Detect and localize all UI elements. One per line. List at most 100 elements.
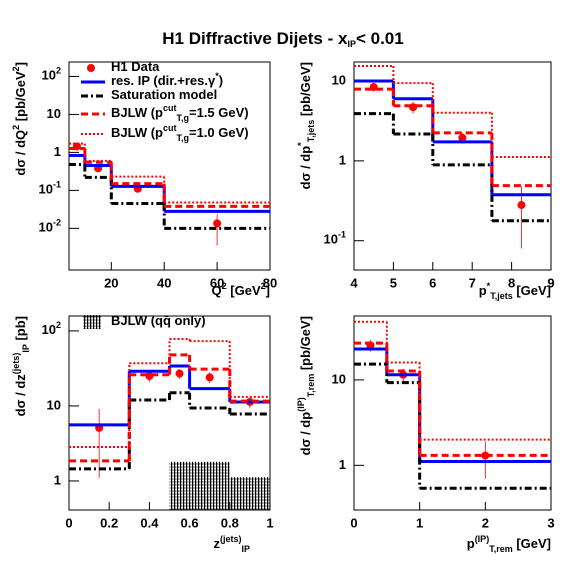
legend-label: res. IP (dir.+res.γ*) xyxy=(111,71,223,88)
text-part: dσ / dQ xyxy=(13,130,28,176)
text-part: [pb/GeV] xyxy=(298,316,313,374)
x-tick-label: 0 xyxy=(350,515,357,530)
text-part: [GeV] xyxy=(513,536,551,551)
legend-label: BJLW (qq̄ only) xyxy=(111,313,206,328)
tick-exponent: -2 xyxy=(53,218,61,228)
x-tick-label: 0.8 xyxy=(221,515,239,530)
data-point xyxy=(205,373,214,382)
text-part: (IP) xyxy=(296,397,306,412)
y-tick-label: 102 xyxy=(42,320,61,337)
text-part: IP xyxy=(241,544,250,554)
plot-frame xyxy=(68,61,271,271)
x-tick-label: 5 xyxy=(390,275,397,290)
tick-base: 10 xyxy=(42,68,56,83)
text-part: =1.5 GeV) xyxy=(189,105,249,120)
text-part: ] xyxy=(13,62,28,66)
tick-base: 10 xyxy=(39,182,53,197)
x-tick-label: 1 xyxy=(416,515,423,530)
text-part: (jets) xyxy=(11,353,21,375)
text-part: p xyxy=(479,283,487,298)
text-part: (IP) xyxy=(475,534,490,544)
x-tick-label: 8 xyxy=(508,275,515,290)
y-axis-label: dσ / dp(IP)T,rem [pb/GeV] xyxy=(296,316,316,455)
tick-exponent: 2 xyxy=(56,66,61,76)
x-tick-label: 0.2 xyxy=(100,515,118,530)
y-tick-label: 10 xyxy=(332,371,346,386)
y-tick-label: 10-1 xyxy=(324,230,346,247)
text-part: cut xyxy=(163,103,177,113)
x-tick-label: 20 xyxy=(104,275,118,290)
text-part: res. IP (dir.+res.γ xyxy=(111,73,216,88)
text-part: =1.0 GeV) xyxy=(189,125,249,140)
x-tick-label: 9 xyxy=(547,275,554,290)
text-part: 2 xyxy=(11,125,21,130)
x-tick-label: 6 xyxy=(429,275,436,290)
x-tick-label: 1 xyxy=(266,515,273,530)
y-axis-label: dσ / dz(jets)IP [pb] xyxy=(11,316,31,416)
y-tick-label: 1 xyxy=(339,457,346,472)
y-tick-label: 102 xyxy=(42,66,61,83)
text-part: [pb] xyxy=(13,316,28,344)
y-tick-label: 1 xyxy=(54,144,61,159)
y-tick-label: 10 xyxy=(47,397,61,412)
text-part: T,g xyxy=(177,113,190,123)
text-part: dσ / dz xyxy=(13,374,28,417)
y-tick-label: 1 xyxy=(339,152,346,167)
text-part: [pb/GeV] xyxy=(298,62,313,120)
data-point xyxy=(175,369,184,378)
plot-frame xyxy=(353,61,552,271)
legend-marker xyxy=(87,64,95,72)
text-part: T,rem xyxy=(306,374,316,398)
text-part: dσ / dp xyxy=(298,146,313,190)
text-part: 2 xyxy=(261,281,266,291)
x-tick-label: 80 xyxy=(263,275,277,290)
hatched-bar xyxy=(229,477,270,510)
y-tick-label: 10-2 xyxy=(39,218,61,235)
text-part: H1 Data xyxy=(111,59,160,74)
y-axis-label: dσ / dQ2 [pb/GeV2] xyxy=(11,62,28,176)
legend-label: Saturation model xyxy=(111,87,217,102)
legend-label: BJLW (pcutT,g=1.0 GeV) xyxy=(111,123,249,143)
text-part: H1 Diffractive Dijets - x xyxy=(162,29,348,48)
x-tick-label: 3 xyxy=(547,515,554,530)
x-tick-label: 0.6 xyxy=(181,515,199,530)
text-part: IP xyxy=(347,39,356,49)
text-part: IP xyxy=(21,344,31,353)
x-tick-label: 0.4 xyxy=(140,515,159,530)
text-part: < 0.01 xyxy=(356,29,404,48)
x-tick-label: 0 xyxy=(65,515,72,530)
text-part: z xyxy=(213,536,220,551)
text-part: p xyxy=(467,536,475,551)
text-part: 2 xyxy=(222,281,227,291)
x-tick-label: 4 xyxy=(350,275,358,290)
text-part: 2 xyxy=(11,66,21,71)
tick-exponent: -1 xyxy=(53,180,61,190)
text-part: T,jets xyxy=(306,120,316,143)
data-point xyxy=(481,451,490,460)
legend-label: BJLW (pcutT,g=1.5 GeV) xyxy=(111,103,249,123)
text-part: ] xyxy=(266,283,270,298)
text-part: cut xyxy=(163,123,177,133)
data-point xyxy=(458,133,467,142)
x-axis-label: z(jets)IP xyxy=(213,534,250,554)
x-axis-label: p(IP)T,rem [GeV] xyxy=(467,534,551,554)
legend-label: H1 Data xyxy=(111,59,160,74)
x-tick-label: 2 xyxy=(482,515,489,530)
text-part: * xyxy=(296,142,306,146)
y-tick-label: 10 xyxy=(47,106,61,121)
tick-exponent: -1 xyxy=(338,230,346,240)
chart-title: H1 Diffractive Dijets - xIP< 0.01 xyxy=(162,29,403,49)
hatched-bar xyxy=(189,461,230,510)
text-part: BJLW (qq̄ only) xyxy=(111,313,206,328)
data-point xyxy=(517,201,526,210)
text-part: ) xyxy=(219,73,223,88)
text-part: T,g xyxy=(177,133,190,143)
text-part: * xyxy=(487,281,491,291)
text-part: BJLW (p xyxy=(111,125,163,140)
tick-exponent: 2 xyxy=(56,320,61,330)
tick-base: 10 xyxy=(324,232,338,247)
text-part: [GeV xyxy=(227,283,261,298)
text-part: Saturation model xyxy=(111,87,217,102)
text-part: dσ / dp xyxy=(298,412,313,456)
tick-base: 10 xyxy=(42,322,56,337)
